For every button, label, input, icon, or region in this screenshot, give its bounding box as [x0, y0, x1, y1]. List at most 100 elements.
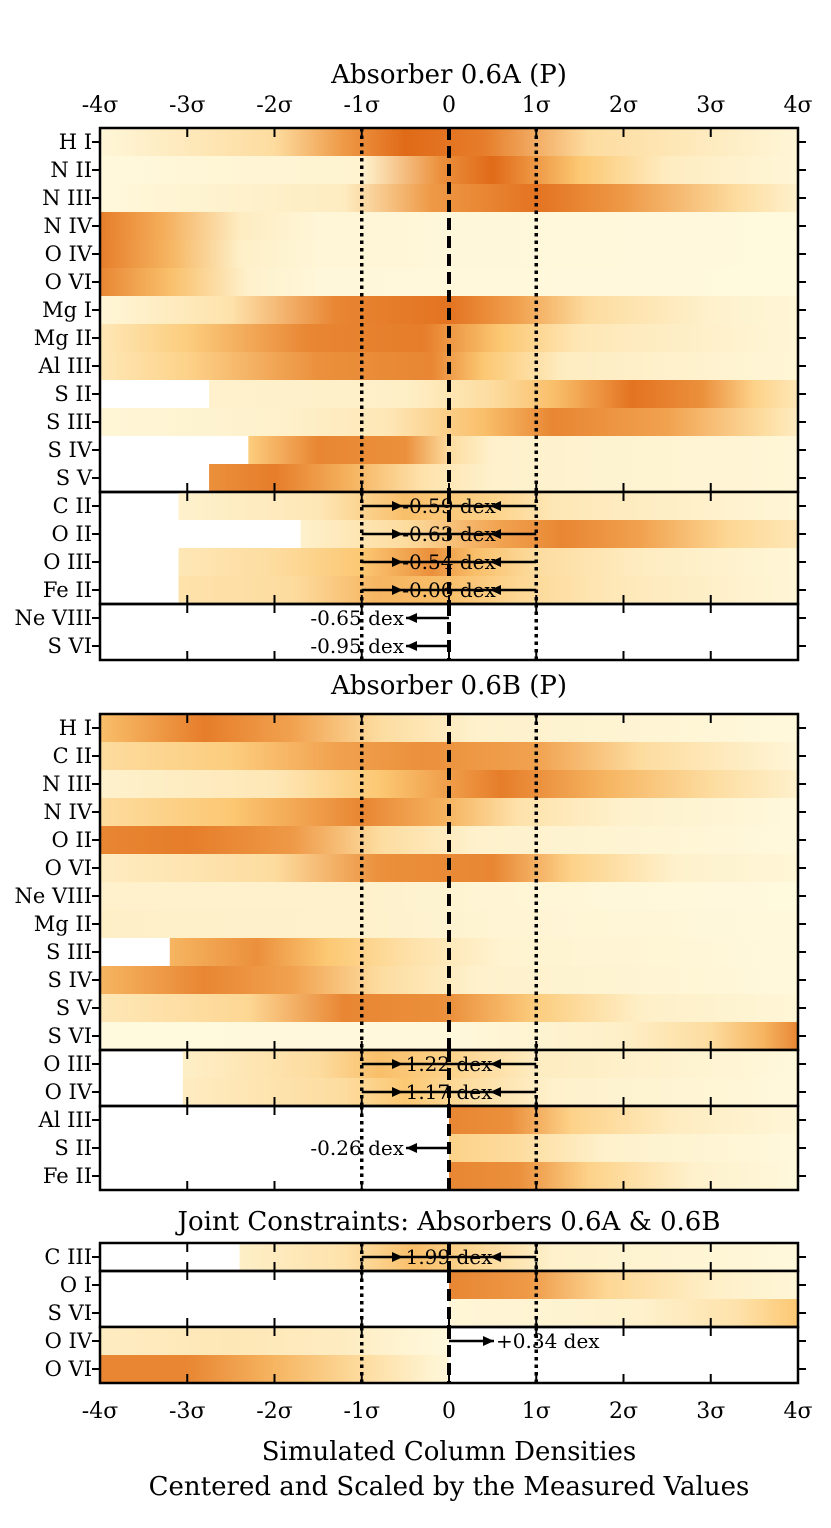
dex-annotation: 1.99 dex: [361, 1245, 537, 1269]
heatmap-panel: Absorber 0.6A (P) -4σ -3σ -2σ -1σ 0 1σ 2σ 3σ 4σ H …: [14, 60, 813, 662]
annotation-text: +0.34 dex: [496, 1329, 600, 1353]
annotation-text: -0.63 dex: [402, 522, 496, 546]
bottom-x-tick-label: 4σ: [783, 1399, 812, 1424]
ion-label: C III: [44, 1245, 92, 1269]
ion-label: H I: [59, 130, 92, 154]
ion-label: N IV: [43, 214, 92, 238]
ion-label: N II: [50, 158, 92, 182]
top-x-tick-label: -3σ: [169, 93, 205, 118]
arrowhead: [392, 501, 403, 511]
ion-label: Fe II: [43, 1164, 92, 1188]
axes-frame: [98, 1104, 800, 1192]
top-x-tick-label: 3σ: [696, 93, 725, 118]
ion-label: O III: [43, 550, 92, 574]
panel-title: Joint Constraints: Absorbers 0.6A & 0.6B: [175, 1207, 721, 1237]
heatmap-row: [209, 464, 798, 492]
row-group: O I S VI: [47, 1269, 806, 1329]
ion-label: Ne VIII: [14, 884, 92, 908]
ion-label: S VI: [47, 1301, 92, 1325]
ion-label: Al III: [38, 354, 92, 378]
arrowhead: [392, 585, 403, 595]
bottom-x-tick-label: 3σ: [696, 1399, 725, 1424]
ion-label: S V: [56, 996, 93, 1020]
bottom-x-tick-label: -1σ: [344, 1399, 380, 1424]
arrowhead: [490, 1252, 501, 1262]
ion-label: O IV: [45, 1080, 93, 1104]
row-group: H I C II N III N IV O II O VI Ne VIII Mg II S II…: [14, 712, 806, 1052]
arrowhead: [392, 529, 403, 539]
ion-label: S IV: [47, 968, 92, 992]
arrowhead: [490, 1087, 501, 1097]
ion-label: Mg II: [34, 912, 92, 936]
bottom-x-tick-label: -4σ: [82, 1399, 118, 1424]
heatmap-row: [169, 938, 799, 966]
dex-annotation: -0.26 dex: [310, 1136, 449, 1160]
row-group: O III O IV 1.22 dex 1.17 dex: [43, 1048, 806, 1108]
heatmap-row: [449, 1134, 798, 1162]
arrowhead: [490, 585, 501, 595]
ion-label: Ne VIII: [14, 606, 92, 630]
row-group: Al III S II Fe II -0.26 dex: [38, 1104, 806, 1192]
annotation-text: 1.99 dex: [406, 1245, 494, 1269]
ion-label: O II: [52, 828, 92, 852]
axes-frame: [98, 602, 800, 662]
annotation-text: -0.54 dex: [402, 550, 496, 574]
ion-label: O IV: [45, 242, 93, 266]
row-group: Ne VIII S VI -0.65 dex -0.95 dex: [14, 602, 806, 662]
annotation-text: -0.26 dex: [310, 1136, 404, 1160]
x-axis-label-line2: Centered and Scaled by the Measured Valu…: [149, 1472, 750, 1502]
dex-annotation: -0.54 dex: [361, 550, 537, 574]
arrowhead: [406, 641, 417, 651]
arrowhead: [406, 613, 417, 623]
annotation-text: -0.95 dex: [310, 634, 404, 658]
arrowhead: [490, 557, 501, 567]
heatmap-panels: Absorber 0.6A (P) -4σ -3σ -2σ -1σ 0 1σ 2σ 3σ 4σ H …: [14, 60, 813, 1385]
row-group: H I N II N III N IV O IV O VI Mg I Mg II Al III S…: [34, 126, 806, 494]
bottom-x-tick-label: -3σ: [169, 1399, 205, 1424]
arrowhead: [392, 1087, 403, 1097]
panel-title: Absorber 0.6A (P): [330, 60, 567, 90]
ion-label: Fe II: [43, 578, 92, 602]
dex-annotation: 1.17 dex: [361, 1080, 537, 1104]
arrowhead: [490, 529, 501, 539]
ion-label: O III: [43, 1052, 92, 1076]
dex-annotation: -0.65 dex: [310, 606, 449, 630]
arrowhead: [392, 1252, 403, 1262]
ion-label: N IV: [43, 800, 92, 824]
ion-label: S III: [46, 410, 92, 434]
panel-title: Absorber 0.6B (P): [330, 671, 567, 701]
arrowhead: [392, 1059, 403, 1069]
ion-label: O I: [60, 1273, 92, 1297]
top-x-tick-label: -2σ: [256, 93, 292, 118]
ion-label: C II: [53, 494, 92, 518]
top-x-tick-label: 1σ: [522, 93, 551, 118]
heatmap-row: [209, 380, 798, 408]
bottom-x-axis: -4σ -3σ -2σ -1σ 0 1σ 2σ 3σ 4σ: [82, 1399, 813, 1424]
ion-label: S II: [54, 1136, 92, 1160]
top-x-tick-label: 4σ: [783, 93, 812, 118]
annotation-text: -0.59 dex: [402, 494, 496, 518]
top-x-tick-label: -4σ: [82, 93, 118, 118]
annotation-text: -0.06 dex: [402, 578, 496, 602]
ion-label: O VI: [45, 856, 92, 880]
ion-label: S VI: [47, 634, 92, 658]
ion-label: Mg II: [34, 326, 92, 350]
top-x-tick-label: 2σ: [609, 93, 638, 118]
bottom-x-tick-label: 0: [442, 1399, 456, 1424]
annotation-text: 1.22 dex: [406, 1052, 494, 1076]
arrowhead: [490, 1059, 501, 1069]
ion-label: O IV: [45, 1329, 93, 1353]
axes-frame: [98, 1325, 800, 1385]
annotation-text: -0.65 dex: [310, 606, 404, 630]
dex-annotation: +0.34 dex: [449, 1329, 600, 1353]
arrowhead: [490, 501, 501, 511]
ion-label: O II: [52, 522, 92, 546]
heatmap-panel: Joint Constraints: Absorbers 0.6A & 0.6B…: [44, 1207, 806, 1385]
ion-label: H I: [59, 716, 92, 740]
bottom-x-tick-label: 1σ: [522, 1399, 551, 1424]
annotation-text: 1.17 dex: [406, 1080, 494, 1104]
ion-label: S IV: [47, 438, 92, 462]
row-group: C II O II O III Fe II -0.59 dex -0.63 dex -0.5…: [43, 490, 806, 606]
dex-annotation: -0.06 dex: [361, 578, 537, 602]
x-axis-label-line1: Simulated Column Densities: [262, 1437, 637, 1467]
